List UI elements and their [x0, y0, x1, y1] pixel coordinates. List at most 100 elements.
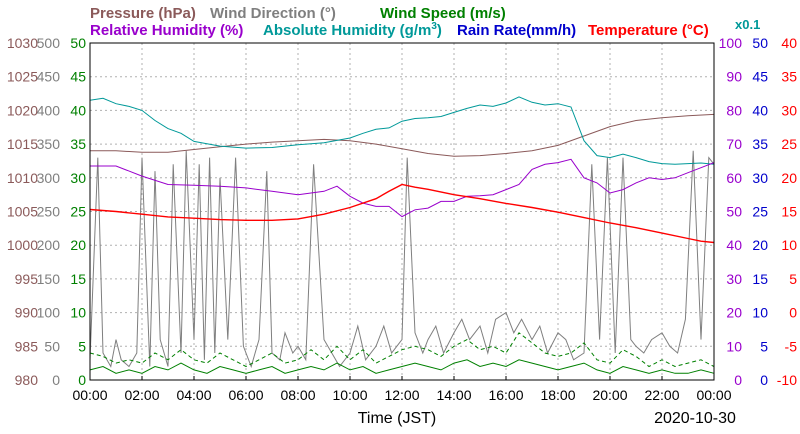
y-tick-label: 15 — [70, 271, 86, 287]
y-tick-label: 100 — [37, 305, 61, 321]
y-tick-label: 1025 — [7, 69, 38, 85]
x-tick-label: 12:00 — [384, 387, 419, 403]
y-tick-label: 20 — [70, 237, 86, 253]
y-tick-label: 300 — [37, 170, 61, 186]
y-tick-label: -10 — [777, 372, 797, 388]
y-tick-label: 450 — [37, 69, 61, 85]
y-tick-label: 150 — [37, 271, 61, 287]
y-tick-label: 5 — [760, 338, 768, 354]
legend-item: Wind Speed (m/s) — [380, 5, 506, 22]
x-tick-label: 10:00 — [332, 387, 367, 403]
y-tick-label: 20 — [726, 305, 742, 321]
y-tick-label: 0 — [760, 372, 768, 388]
y-tick-label: 1015 — [7, 136, 38, 152]
y-tick-label: 40 — [781, 35, 797, 51]
y-tick-label: 10 — [70, 305, 86, 321]
y-tick-label: 100 — [719, 35, 743, 51]
y-tick-label: 50 — [726, 204, 742, 220]
x-tick-label: 08:00 — [280, 387, 315, 403]
y-tick-label: 70 — [726, 136, 742, 152]
x-tick-label: 16:00 — [488, 387, 523, 403]
series-line — [89, 150, 715, 369]
series-line — [89, 332, 715, 368]
y-tick-label: 25 — [70, 204, 86, 220]
date-label: 2020-10-30 — [654, 410, 736, 427]
y-tick-label: 250 — [37, 204, 61, 220]
series-group — [89, 96, 715, 374]
grid — [90, 43, 714, 380]
y-tick-label: 980 — [15, 372, 39, 388]
y-tick-label: 500 — [37, 35, 61, 51]
y-tick-label: 985 — [15, 338, 39, 354]
x-tick-label: 06:00 — [228, 387, 263, 403]
x-tick-label: 14:00 — [436, 387, 471, 403]
legend-multiplier: x0.1 — [735, 17, 760, 32]
y-tick-label: 20 — [752, 237, 768, 253]
y-tick-label: 0 — [52, 372, 60, 388]
y-tick-label: 35 — [752, 136, 768, 152]
x-tick-label: 22:00 — [644, 387, 679, 403]
series-line — [89, 183, 715, 244]
y-tick-label: 15 — [752, 271, 768, 287]
y-tick-label: 50 — [70, 35, 86, 51]
y-tick-label: 40 — [752, 102, 768, 118]
y-tick-label: 5 — [78, 338, 86, 354]
y-tick-label: 40 — [726, 237, 742, 253]
y-tick-label: 90 — [726, 69, 742, 85]
legend: Pressure (hPa) Wind Direction (°) Wind Spe… — [90, 5, 760, 39]
y-tick-label: 10 — [781, 237, 797, 253]
x-tick-label: 02:00 — [124, 387, 159, 403]
y-tick-label: 1020 — [7, 102, 38, 118]
y-tick-label: 1030 — [7, 35, 38, 51]
y-tick-label: 60 — [726, 170, 742, 186]
y-tick-label: 350 — [37, 136, 61, 152]
series-line — [90, 113, 715, 157]
y-tick-label: 30 — [70, 170, 86, 186]
y-tick-label: 40 — [70, 102, 86, 118]
x-tick-label: 20:00 — [592, 387, 627, 403]
y-tick-label: 25 — [781, 136, 797, 152]
y-tick-label: 0 — [734, 372, 742, 388]
series-line — [89, 359, 715, 374]
legend-item: Relative Humidity (%) — [90, 22, 243, 39]
x-tick-label: 04:00 — [176, 387, 211, 403]
x-tick-label: 00:00 — [696, 387, 731, 403]
y-tick-label: 50 — [752, 35, 768, 51]
y-tick-label: 30 — [781, 102, 797, 118]
y-tick-label: 45 — [752, 69, 768, 85]
y-tick-label: 30 — [726, 271, 742, 287]
y-tick-label: 1010 — [7, 170, 38, 186]
legend-item: Temperature (°C) — [588, 22, 709, 39]
y-tick-label: 995 — [15, 271, 39, 287]
y-tick-label: 0 — [789, 305, 797, 321]
y-tick-label: 35 — [70, 136, 86, 152]
x-axis: 00:00 02:00 04:00 06:00 08:00 10:00 12:00 14:00… — [72, 376, 732, 403]
x-tick-label: 18:00 — [540, 387, 575, 403]
y-tick-label: 0 — [78, 372, 86, 388]
y-tick-label: 200 — [37, 237, 61, 253]
legend-item: Wind Direction (°) — [210, 5, 336, 22]
legend-item: Pressure (hPa) — [90, 5, 196, 22]
y-tick-label: 35 — [781, 69, 797, 85]
series-line — [89, 96, 715, 165]
y-tick-label: 50 — [44, 338, 60, 354]
y-tick-label: 30 — [752, 170, 768, 186]
x-axis-label: Time (JST) — [358, 410, 437, 427]
y-tick-label: 5 — [789, 271, 797, 287]
y-tick-label: 20 — [781, 170, 797, 186]
y-tick-label: 10 — [752, 305, 768, 321]
y-tick-label: 25 — [752, 204, 768, 220]
y-tick-label: 15 — [781, 204, 797, 220]
y-tick-label: 990 — [15, 305, 39, 321]
y-tick-label: 10 — [726, 338, 742, 354]
series-line — [90, 158, 715, 218]
y-tick-label: 1005 — [7, 204, 38, 220]
y-tick-label: 400 — [37, 102, 61, 118]
legend-item: Rain Rate(mm/h) — [457, 22, 576, 39]
y-tick-label: 1000 — [7, 237, 38, 253]
y-tick-label: -5 — [785, 338, 798, 354]
x-tick-label: 00:00 — [72, 387, 107, 403]
legend-item: Absolute Humidity (g/m3) — [263, 21, 442, 39]
y-tick-label: 80 — [726, 102, 742, 118]
